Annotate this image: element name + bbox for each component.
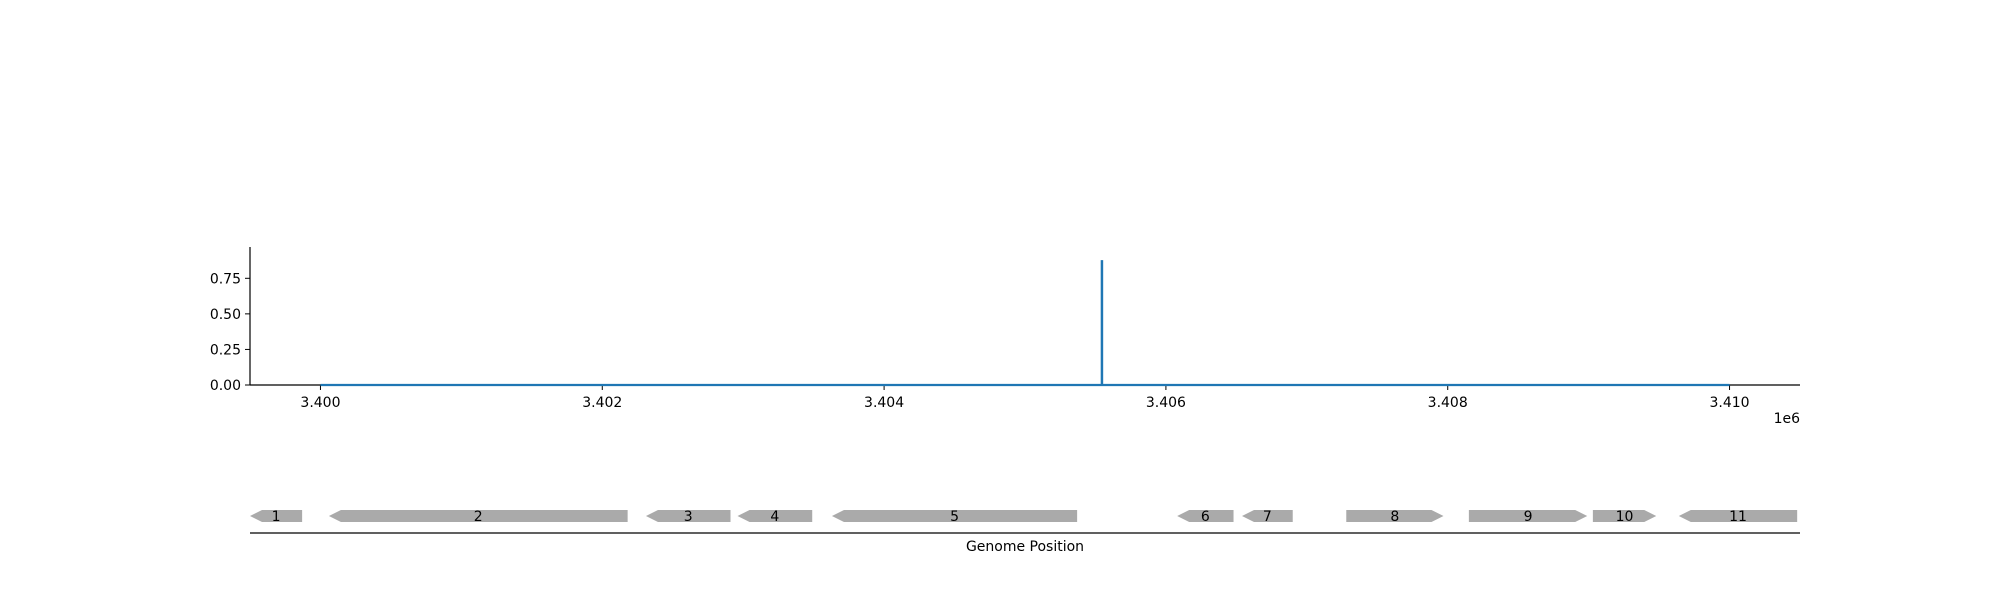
x-tick-label: 3.404 [864,395,904,411]
x-tick-label: 3.400 [300,395,340,411]
gene-arrow [831,510,1078,522]
gene-label: 11 [1729,509,1747,525]
y-tick: 0.25 [210,342,250,358]
y-tick: 0.00 [210,378,250,394]
gene-arrow [1346,510,1444,522]
gene-label: 1 [272,509,281,525]
y-tick: 0.50 [210,307,250,323]
gene-arrow [1242,510,1293,522]
series-layer [320,260,1730,387]
gene-feature: 7 [1242,509,1293,525]
gene-label: 4 [770,509,779,525]
gene-arrow [645,510,731,522]
gene-track: 1 2 3 4 5 6 7 8 9 10 11 Genome Position [250,509,1800,555]
gene-label: 8 [1390,509,1399,525]
x-tick: 3.408 [1428,385,1468,411]
y-ticks: 0.00 0.25 0.50 0.75 [210,271,250,394]
gene-label: 10 [1616,509,1634,525]
gene-feature: 1 [250,509,303,525]
gene-feature: 10 [1592,509,1657,525]
gene-layer: 1 2 3 4 5 6 7 8 9 10 11 [250,509,1798,525]
series-line [320,260,1730,387]
gene-arrow [737,510,813,522]
gene-feature: 2 [328,509,628,525]
x-tick: 3.406 [1146,385,1186,411]
gene-feature: 8 [1346,509,1444,525]
y-tick-label: 0.75 [210,271,241,287]
x-tick: 3.404 [864,385,904,411]
gene-arrow [1468,510,1588,522]
gene-arrow [328,510,628,522]
gene-label: 3 [684,509,693,525]
x-tick: 3.410 [1709,385,1750,411]
x-tick: 3.402 [582,385,622,411]
x-tick-label: 3.406 [1146,395,1186,411]
gene-arrow [1592,510,1657,522]
x-tick-label: 3.408 [1428,395,1468,411]
gene-feature: 11 [1678,509,1798,525]
y-tick-label: 0.25 [210,342,241,358]
y-tick-label: 0.50 [210,307,241,323]
gene-feature: 4 [737,509,813,525]
x-offset-label: 1e6 [1774,411,1801,427]
x-tick-label: 3.402 [582,395,622,411]
gene-arrow [1678,510,1798,522]
x-ticks: 3.400 3.402 3.404 3.406 3.408 3.410 [300,385,1750,411]
gene-label: 7 [1263,509,1272,525]
x-tick-label: 3.410 [1709,395,1749,411]
gene-label: 5 [950,509,959,525]
gene-label: 6 [1201,509,1210,525]
gene-arrow [250,510,303,522]
gene-label: 2 [474,509,483,525]
gene-feature: 9 [1468,509,1588,525]
gene-track-xlabel: Genome Position [966,539,1084,555]
gene-feature: 5 [831,509,1078,525]
gene-arrow [1177,510,1234,522]
gene-feature: 6 [1177,509,1234,525]
y-tick: 0.75 [210,271,250,287]
y-tick-label: 0.00 [210,378,241,394]
gene-label: 9 [1524,509,1533,525]
signal-plot: 3.400 3.402 3.404 3.406 3.408 3.410 0.000.250… [210,247,1800,427]
gene-feature: 3 [645,509,731,525]
x-tick: 3.400 [300,385,341,411]
